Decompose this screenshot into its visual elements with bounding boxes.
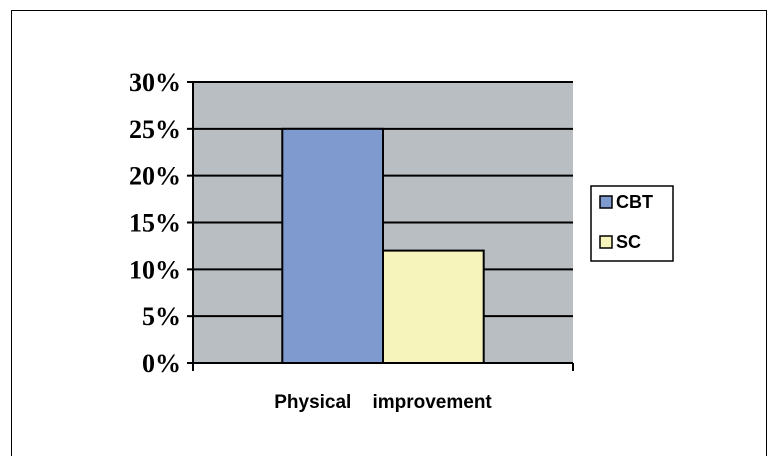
y-tick-label: 25% bbox=[129, 115, 181, 144]
legend-label-cbt: CBT bbox=[616, 192, 653, 212]
y-tick-label: 20% bbox=[129, 162, 181, 191]
y-tick-label: 5% bbox=[142, 302, 181, 331]
y-tick-label: 10% bbox=[129, 255, 181, 284]
y-tick-label: 0% bbox=[142, 349, 181, 378]
bars bbox=[281, 127, 485, 365]
y-axis-ticks: 0% 5% 10% 15% 20% 25% 30% bbox=[129, 68, 193, 378]
bar-cbt bbox=[281, 127, 384, 364]
legend-label-sc: SC bbox=[616, 232, 641, 252]
bar-sc bbox=[382, 249, 485, 365]
y-tick-label: 15% bbox=[129, 209, 181, 238]
y-tick-label: 30% bbox=[129, 68, 181, 97]
x-axis-ticks bbox=[192, 363, 574, 371]
x-category-label: Physical improvement bbox=[274, 392, 492, 413]
legend-swatch-cbt bbox=[599, 195, 613, 209]
legend-swatch-sc bbox=[599, 235, 613, 249]
legend: CBT SC bbox=[590, 185, 674, 262]
